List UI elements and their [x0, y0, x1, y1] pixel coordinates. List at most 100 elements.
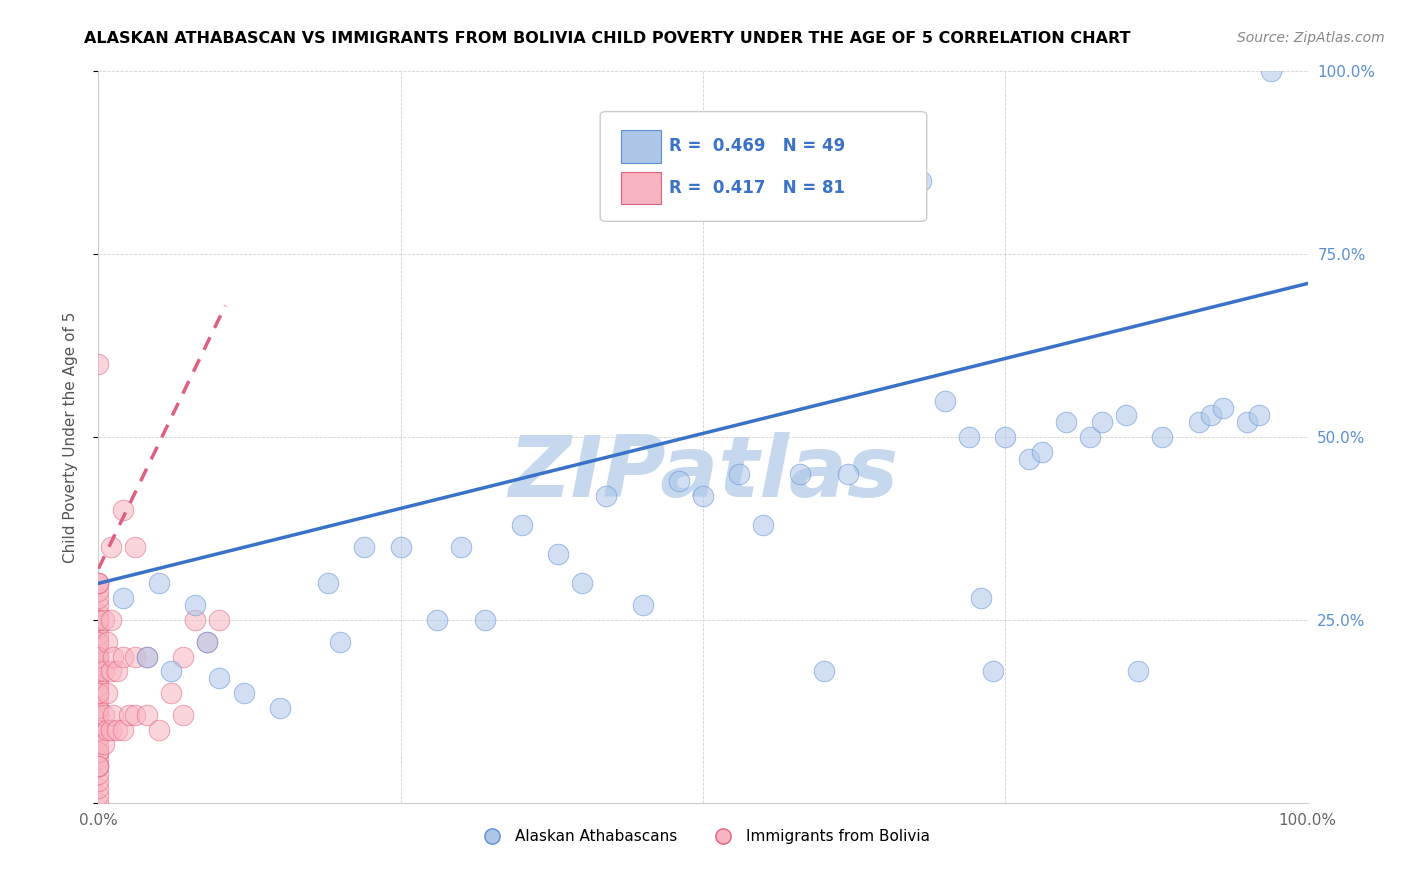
Point	[752, 517, 775, 532]
Point	[87, 664, 110, 678]
Point	[87, 599, 110, 613]
Point	[87, 679, 110, 693]
Point	[87, 583, 110, 598]
Point	[269, 700, 291, 714]
Point	[148, 576, 170, 591]
Text: ZIPatlas: ZIPatlas	[508, 432, 898, 516]
Point	[124, 649, 146, 664]
Point	[595, 489, 617, 503]
Point	[87, 796, 110, 810]
Point	[105, 664, 128, 678]
Point	[111, 503, 134, 517]
Point	[184, 599, 207, 613]
Point	[87, 657, 110, 671]
Point	[87, 723, 110, 737]
Point	[668, 474, 690, 488]
Point	[1199, 408, 1222, 422]
Point	[353, 540, 375, 554]
Point	[87, 613, 110, 627]
Point	[1031, 444, 1053, 458]
Point	[195, 635, 218, 649]
Point	[1128, 664, 1150, 678]
Point	[474, 613, 496, 627]
Point	[93, 613, 115, 627]
Point	[87, 606, 110, 620]
Point	[87, 649, 110, 664]
Point	[232, 686, 254, 700]
Point	[87, 752, 110, 766]
Point	[105, 723, 128, 737]
Legend: Alaskan Athabascans, Immigrants from Bolivia: Alaskan Athabascans, Immigrants from Bol…	[470, 822, 936, 850]
Point	[87, 613, 110, 627]
Point	[100, 664, 122, 678]
Point	[329, 635, 352, 649]
Point	[692, 489, 714, 503]
Point	[93, 737, 115, 751]
Text: R =  0.469   N = 49: R = 0.469 N = 49	[669, 137, 845, 155]
Point	[87, 693, 110, 707]
Point	[571, 576, 593, 591]
Point	[87, 773, 110, 788]
Point	[389, 540, 412, 554]
Point	[87, 620, 110, 634]
Point	[1054, 416, 1077, 430]
Point	[813, 664, 835, 678]
Point	[184, 613, 207, 627]
Point	[87, 672, 110, 686]
Point	[96, 723, 118, 737]
Point	[96, 635, 118, 649]
Point	[87, 635, 110, 649]
Point	[1152, 430, 1174, 444]
Y-axis label: Child Poverty Under the Age of 5: Child Poverty Under the Age of 5	[63, 311, 77, 563]
Point	[87, 723, 110, 737]
Point	[87, 686, 110, 700]
Point	[87, 766, 110, 780]
Point	[87, 664, 110, 678]
Point	[1188, 416, 1211, 430]
Point	[101, 708, 124, 723]
Point	[135, 708, 157, 723]
Point	[837, 467, 859, 481]
Point	[1018, 452, 1040, 467]
Point	[124, 540, 146, 554]
Point	[111, 591, 134, 605]
Text: ALASKAN ATHABASCAN VS IMMIGRANTS FROM BOLIVIA CHILD POVERTY UNDER THE AGE OF 5 C: ALASKAN ATHABASCAN VS IMMIGRANTS FROM BO…	[84, 31, 1130, 46]
Point	[87, 635, 110, 649]
Point	[426, 613, 449, 627]
Point	[87, 627, 110, 641]
Point	[111, 649, 134, 664]
Text: Source: ZipAtlas.com: Source: ZipAtlas.com	[1237, 31, 1385, 45]
Point	[87, 613, 110, 627]
Point	[87, 781, 110, 796]
Point	[910, 174, 932, 188]
Point	[87, 723, 110, 737]
Point	[172, 649, 194, 664]
Point	[195, 635, 218, 649]
Point	[87, 737, 110, 751]
Point	[728, 467, 751, 481]
Point	[96, 686, 118, 700]
Point	[789, 467, 811, 481]
Point	[1212, 401, 1234, 415]
Point	[160, 686, 183, 700]
Point	[1236, 416, 1258, 430]
Point	[450, 540, 472, 554]
Point	[87, 686, 110, 700]
Point	[1115, 408, 1137, 422]
Point	[87, 730, 110, 744]
Point	[957, 430, 980, 444]
Point	[510, 517, 533, 532]
Point	[87, 576, 110, 591]
Point	[87, 649, 110, 664]
Point	[124, 708, 146, 723]
Point	[87, 759, 110, 773]
Point	[316, 576, 339, 591]
Point	[87, 700, 110, 714]
Point	[87, 708, 110, 723]
Point	[87, 576, 110, 591]
Point	[101, 649, 124, 664]
Point	[994, 430, 1017, 444]
Point	[135, 649, 157, 664]
Point	[87, 789, 110, 803]
Text: R =  0.417   N = 81: R = 0.417 N = 81	[669, 179, 845, 197]
